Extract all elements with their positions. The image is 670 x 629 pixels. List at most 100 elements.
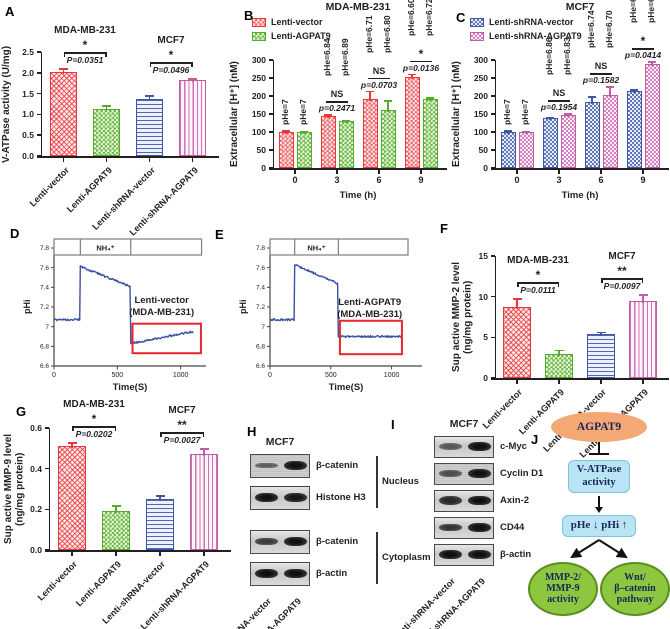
error-bar [345, 119, 347, 124]
blot-row-label: Cyclin D1 [500, 468, 544, 479]
error-bar [516, 298, 518, 310]
y-tick-label: 6.8 [40, 344, 49, 351]
error-bar-cap [596, 331, 606, 334]
error-bar [105, 105, 108, 111]
comparison-line [410, 60, 432, 62]
error-bar-cap [111, 505, 121, 507]
phe-annotation: pHe=6.83 [562, 37, 572, 76]
y-tick [490, 131, 495, 133]
bracket-cap [63, 52, 65, 58]
y-axis [494, 256, 496, 380]
y-tick-label: 5 [483, 332, 488, 343]
bar-Lenti-shRNA-vector-t6 [584, 102, 600, 168]
bar-Lenti-shRNA-vector-t9 [626, 91, 642, 168]
cellline-title: MCF7 [157, 35, 185, 47]
y-axis-label: Extracellular [H⁺] (nM) [451, 61, 462, 167]
x-axis-label: Time (h) [561, 190, 599, 201]
recovery-highlight-box [131, 322, 202, 355]
panel-i-western-blot-wnt-targets: MCF7 c-Myc Cyclin D1 Axin-2 CD44 β-actin Lenti… [388, 398, 543, 629]
blot-row-label: β-catenin [316, 460, 359, 471]
bar-Lenti-AGPAT9 [545, 353, 573, 378]
panel-b-mdamb231-extracellular-h-chart: 0 50 100 150 200 250 300 MDA-MB-231 Lenti-vector… [228, 0, 450, 218]
blot-title: MCF7 [265, 436, 295, 448]
x-tick [203, 551, 205, 556]
error-bar [600, 331, 602, 337]
bracket-cap [114, 426, 116, 432]
y-tick-label: 6.6 [40, 363, 49, 370]
cellline-title: MCF7 [608, 251, 636, 263]
y-axis-label: pHi [22, 299, 32, 315]
bar-Lenti-vector-t3 [320, 115, 336, 168]
error-bar [148, 95, 151, 101]
x-axis [491, 168, 669, 170]
y-axis [48, 428, 50, 552]
error-bar [159, 495, 161, 502]
x-axis [491, 378, 669, 380]
error-bar-cap [426, 97, 434, 99]
p-value: P=0.0202 [75, 429, 113, 440]
phe-annotation: pHe=7 [298, 99, 308, 126]
bracket-cap [191, 62, 193, 68]
legend-swatch [252, 31, 266, 41]
phe-annotation: pHe=7 [520, 99, 530, 126]
error-bar [191, 78, 194, 83]
legend-label: Lenti-vector [271, 17, 323, 27]
x-tick [62, 157, 65, 162]
y-tick-label: 100 [473, 127, 488, 137]
mmp-activity-node: MMP-2/ MMP-9 activity [528, 561, 598, 616]
protein-band [439, 443, 462, 450]
bracket-line [72, 426, 116, 428]
bar-Lenti-shRNA-AGPAT9 [190, 454, 218, 550]
bar-Lenti-vector [50, 71, 77, 156]
bar-Lenti-shRNA-vector [587, 334, 615, 378]
trace-legend: Lenti-AGPAT9 (MDA-MB-231) [337, 297, 403, 321]
phe-annotation: pHe=6.84 [322, 38, 332, 77]
x-tick [148, 157, 151, 162]
p-value: P=0.0097 [603, 281, 641, 292]
bar-Lenti-AGPAT9-t9 [422, 98, 438, 168]
bracket-line [63, 52, 107, 54]
error-bar-cap [59, 68, 68, 70]
bar-Lenti-AGPAT9 [102, 511, 130, 550]
y-axis-label: pHi [238, 299, 248, 315]
y-tick-label: 2.0 [22, 67, 34, 78]
error-bar-cap [504, 130, 512, 132]
panel-e-phi-trace-lenti-agpat9: 7.8 7.6 7.4 7.2 7 6.8 6.6 0 500 1000 NH₄⁺ Lenti-AGP… [224, 222, 441, 394]
agpat9-node: AGPAT9 [551, 412, 647, 442]
error-bar [507, 130, 509, 134]
protein-band [439, 470, 462, 477]
panel-h-western-blot-nucleus-cytoplasm: MCF7 β-catenin Histone H3 β-catenin β-actin N… [206, 414, 431, 629]
panel-j-label: J [531, 432, 539, 447]
y-tick [36, 113, 41, 116]
y-tick-label: 15 [478, 251, 488, 261]
x-tick-label: 0 [52, 372, 56, 379]
y-tick-label: 150 [473, 109, 488, 119]
y-tick [36, 92, 41, 95]
group-bracket [376, 456, 378, 508]
y-tick-label: 7 [261, 324, 265, 331]
error-bar-cap [188, 78, 197, 80]
y-tick-label: 0 [483, 373, 488, 383]
phe-annotation: pHe=7 [280, 99, 290, 126]
protein-band [439, 549, 462, 560]
legend-swatch [252, 18, 266, 27]
phe-annotation: pHe=6.67 [628, 0, 638, 24]
error-bar [71, 442, 73, 449]
bar-Lenti-shRNA-AGPAT9 [179, 80, 206, 156]
mmp-activity-text: MMP-2/ MMP-9 activity [544, 571, 582, 606]
panel-i-label: I [391, 417, 395, 432]
protein-band [255, 537, 278, 546]
y-tick-label: 0 [483, 163, 488, 173]
error-bar-cap [606, 86, 614, 88]
y-tick-label: 7.4 [40, 285, 49, 292]
panel-a-label: A [5, 4, 15, 19]
bar-Lenti-shRNA-vector-t0 [500, 132, 516, 168]
y-tick [490, 167, 495, 169]
nh4-application-bar [269, 238, 409, 256]
bar-Lenti-shRNA-AGPAT9-t6 [602, 94, 618, 168]
y-axis [494, 60, 496, 170]
error-bar-cap [342, 119, 350, 122]
x-tick-label: 500 [111, 372, 123, 379]
error-bar [369, 90, 371, 101]
x-tick [336, 169, 338, 174]
